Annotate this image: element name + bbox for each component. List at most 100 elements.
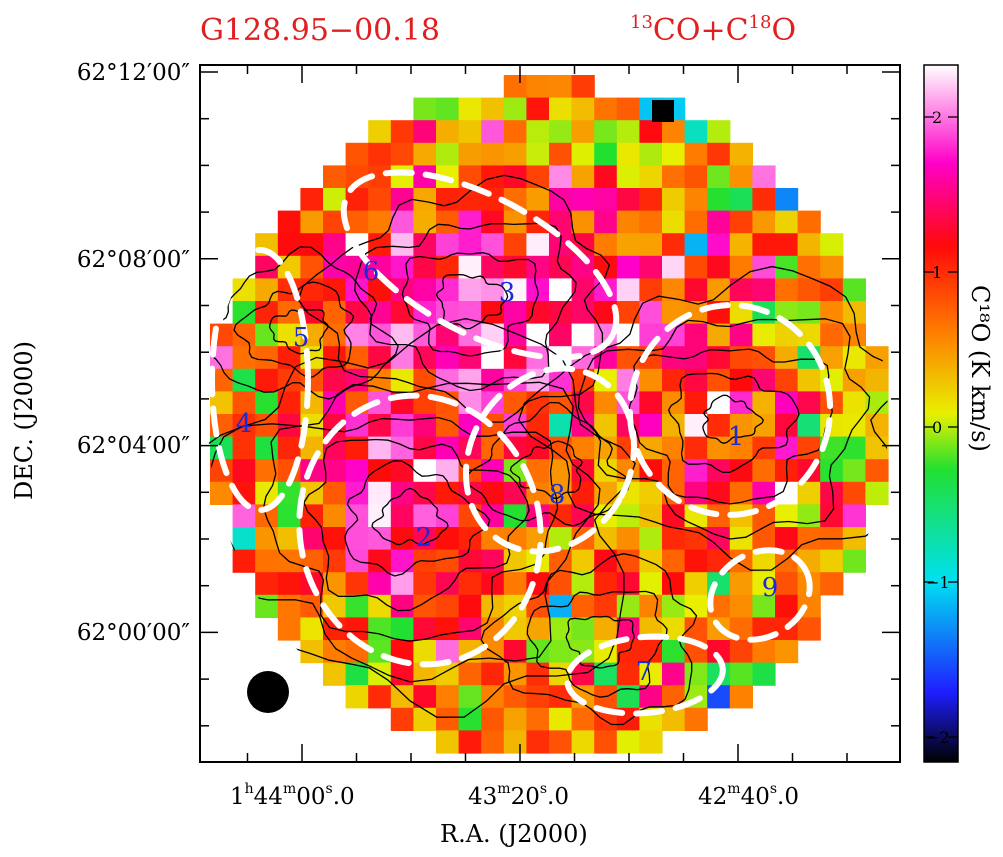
map-pixel bbox=[458, 188, 482, 212]
map-pixel bbox=[820, 278, 844, 302]
map-pixel bbox=[481, 301, 505, 325]
map-pixel bbox=[639, 255, 663, 279]
map-pixel bbox=[368, 504, 392, 528]
map-pixel bbox=[481, 120, 505, 144]
map-pixel bbox=[729, 436, 753, 460]
map-pixel bbox=[865, 414, 889, 438]
map-pixel bbox=[707, 278, 731, 302]
map-pixel bbox=[390, 414, 414, 438]
map-pixel bbox=[368, 414, 392, 438]
map-pixel bbox=[662, 640, 686, 664]
map-pixel bbox=[323, 233, 347, 257]
map-pixel bbox=[390, 459, 414, 483]
map-pixel bbox=[458, 142, 482, 166]
map-pixel bbox=[323, 459, 347, 483]
colorbar-tick-labels: 2 1 0 −1 −2 bbox=[926, 108, 950, 747]
map-pixel bbox=[255, 368, 279, 392]
map-pixel bbox=[549, 97, 573, 121]
map-pixel bbox=[571, 75, 595, 99]
map-pixel bbox=[594, 97, 618, 121]
map-pixel bbox=[775, 527, 799, 551]
contour-line bbox=[208, 318, 636, 718]
map-pixel bbox=[481, 210, 505, 234]
map-pixel bbox=[368, 481, 392, 505]
map-pixel bbox=[526, 594, 550, 618]
map-pixel bbox=[662, 527, 686, 551]
map-pixel bbox=[390, 662, 414, 686]
map-pixel bbox=[458, 120, 482, 144]
map-pixel bbox=[390, 549, 414, 573]
colorbar-title: C¹⁸O (K km/s) bbox=[966, 285, 994, 452]
contour-line bbox=[577, 318, 871, 540]
map-pixel bbox=[707, 504, 731, 528]
map-pixel bbox=[413, 685, 437, 709]
map-pixel bbox=[775, 572, 799, 596]
map-pixel bbox=[300, 255, 324, 279]
map-pixel bbox=[232, 549, 256, 573]
map-pixel bbox=[752, 640, 776, 664]
map-pixel bbox=[707, 142, 731, 166]
map-pixel bbox=[481, 504, 505, 528]
map-pixel bbox=[729, 323, 753, 347]
map-pixel bbox=[571, 730, 595, 754]
colorbar bbox=[924, 65, 958, 762]
clump-outline bbox=[462, 365, 638, 555]
map-pixel bbox=[345, 210, 369, 234]
map-pixel bbox=[797, 368, 821, 392]
map-pixel bbox=[594, 572, 618, 596]
map-pixel bbox=[255, 391, 279, 415]
map-pixel bbox=[345, 301, 369, 325]
map-pixel bbox=[232, 323, 256, 347]
map-pixel bbox=[436, 368, 460, 392]
map-pixel bbox=[820, 572, 844, 596]
map-pixel bbox=[413, 255, 437, 279]
map-pixel bbox=[594, 617, 618, 641]
map-pixel bbox=[232, 527, 256, 551]
map-pixel bbox=[458, 278, 482, 302]
map-pixel bbox=[436, 142, 460, 166]
map-pixel bbox=[526, 75, 550, 99]
y-tick-label: 62°00′00″ bbox=[77, 620, 191, 646]
map-pixel bbox=[526, 233, 550, 257]
map-pixel bbox=[323, 481, 347, 505]
clump-outline bbox=[626, 302, 834, 518]
colorbar-tick-label: −1 bbox=[926, 573, 950, 592]
map-pixel bbox=[616, 662, 640, 686]
map-pixel bbox=[571, 97, 595, 121]
x-tick-label: 43m20s.0 bbox=[468, 781, 569, 810]
map-pixel bbox=[729, 414, 753, 438]
map-pixel bbox=[662, 142, 686, 166]
map-pixel bbox=[413, 120, 437, 144]
map-pixel bbox=[797, 436, 821, 460]
map-pixel bbox=[436, 188, 460, 212]
map-pixel bbox=[616, 255, 640, 279]
map-pixel bbox=[662, 504, 686, 528]
map-pixel bbox=[300, 188, 324, 212]
map-pixel bbox=[323, 436, 347, 460]
map-pixel bbox=[616, 685, 640, 709]
map-pixel bbox=[594, 594, 618, 618]
map-pixel bbox=[458, 210, 482, 234]
map-pixel bbox=[436, 459, 460, 483]
map-pixel bbox=[775, 640, 799, 664]
map-pixel bbox=[549, 165, 573, 189]
map-pixel bbox=[232, 391, 256, 415]
map-pixel bbox=[775, 391, 799, 415]
map-pixel bbox=[594, 527, 618, 551]
map-pixel bbox=[729, 142, 753, 166]
map-pixel bbox=[616, 188, 640, 212]
map-pixel bbox=[797, 481, 821, 505]
map-pixel bbox=[255, 255, 279, 279]
map-pixel bbox=[639, 120, 663, 144]
map-pixel bbox=[413, 617, 437, 641]
map-pixel bbox=[797, 414, 821, 438]
map-pixel bbox=[526, 414, 550, 438]
map-pixel bbox=[436, 346, 460, 370]
map-pixel bbox=[752, 391, 776, 415]
map-pixel bbox=[684, 120, 708, 144]
map-pixel bbox=[865, 391, 889, 415]
map-pixel bbox=[503, 730, 527, 754]
map-pixel bbox=[571, 142, 595, 166]
map-pixel bbox=[413, 97, 437, 121]
map-pixel bbox=[752, 323, 776, 347]
